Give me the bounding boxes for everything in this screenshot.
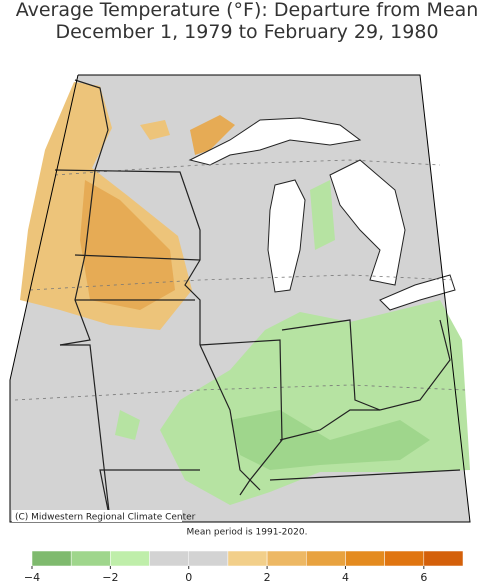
colorbar-bin bbox=[384, 550, 425, 567]
warm-region bbox=[190, 115, 235, 155]
cool-region bbox=[115, 410, 140, 440]
colorbar-tick-label: 6 bbox=[420, 571, 427, 584]
subtitle: December 1, 1979 to February 29, 1980 bbox=[55, 21, 438, 43]
map: (C) Midwestern Regional Climate Center bbox=[9, 74, 471, 523]
warm-region bbox=[140, 120, 170, 140]
colorbar-tick-label: 0 bbox=[185, 571, 192, 584]
colorbar-tick-label: −4 bbox=[24, 571, 40, 584]
note: Mean period is 1991-2020. bbox=[187, 528, 308, 538]
colorbar-bin bbox=[266, 550, 307, 567]
lake-huron bbox=[329, 159, 406, 286]
colorbar-bin bbox=[345, 550, 385, 567]
credit: (C) Midwestern Regional Climate Center bbox=[15, 513, 196, 523]
colorbar-bin bbox=[149, 550, 189, 567]
title: Average Temperature (°F): Departure from… bbox=[16, 0, 479, 21]
warm-core bbox=[80, 180, 175, 310]
colorbar: −4 −2 0 2 4 6 bbox=[24, 550, 464, 584]
colorbar-bin bbox=[423, 550, 464, 567]
colorbar-tick-label: 4 bbox=[342, 571, 349, 584]
lake-michigan bbox=[267, 179, 306, 293]
colorbar-tick-label: −2 bbox=[102, 571, 118, 584]
colorbar-bin bbox=[110, 550, 150, 567]
colorbar-bin bbox=[188, 550, 229, 567]
lake-erie bbox=[379, 274, 456, 311]
cool-core bbox=[230, 410, 430, 470]
colorbar-bin bbox=[70, 550, 111, 567]
cool-region bbox=[310, 180, 335, 250]
colorbar-tick-label: 2 bbox=[264, 571, 271, 584]
colorbar-bin bbox=[306, 550, 346, 567]
colorbar-bin bbox=[31, 550, 72, 567]
colorbar-bin bbox=[227, 550, 268, 567]
credit-box bbox=[12, 510, 182, 522]
lake-superior bbox=[188, 117, 362, 166]
